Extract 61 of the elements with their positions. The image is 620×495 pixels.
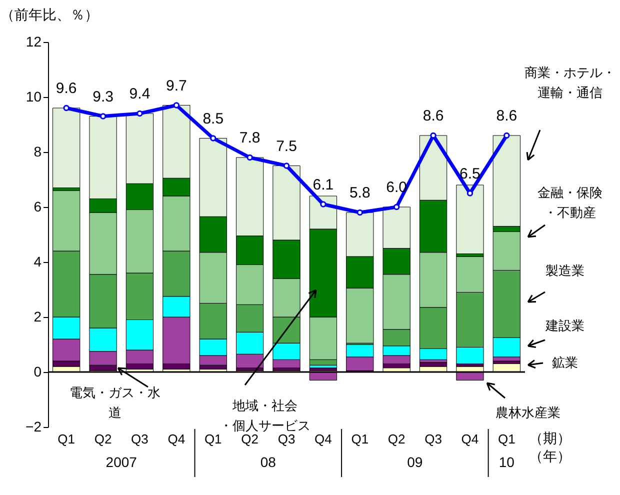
y-tick-label: 2	[34, 308, 42, 324]
text: 地域・社会・個人サービス	[220, 398, 310, 433]
data-label: 6.5	[460, 165, 480, 182]
x-tick-label: Q1	[351, 432, 369, 446]
point	[100, 113, 106, 120]
bar	[52, 108, 80, 188]
y-axis-title: （前年比、％）	[0, 6, 98, 22]
data-label: 9.4	[129, 86, 150, 102]
bar	[456, 184, 484, 254]
data-label: 9.3	[92, 88, 114, 106]
point	[210, 135, 216, 142]
text: 09	[407, 454, 423, 470]
x-tick-label: Q2	[241, 432, 258, 446]
text: （期）	[529, 430, 571, 446]
x-tick-label: Q3	[131, 432, 148, 446]
point	[136, 110, 143, 117]
y-tick-label: −2	[26, 418, 42, 434]
point	[283, 162, 290, 169]
point	[320, 201, 326, 208]
legend-label: 農林水産業	[496, 405, 560, 420]
x-tick-label: Q4	[168, 432, 186, 446]
y-tick-label: 6	[34, 198, 42, 214]
y-tick-label: 8	[34, 144, 42, 160]
legend-label: 電気・ガス・水道	[70, 385, 160, 420]
y-tick-label: 0	[34, 364, 42, 380]
x-tick-label: Q1	[204, 432, 222, 446]
x-tick-label: Q3	[424, 432, 442, 446]
data-label: 7.8	[239, 130, 260, 146]
point	[356, 209, 363, 216]
text: 商業・ホテル・運輸・通信	[524, 65, 616, 100]
y-tick-label: 4	[34, 254, 42, 270]
point	[173, 102, 180, 108]
data-label: 9.6	[56, 80, 77, 97]
text: 2007	[106, 454, 138, 470]
y-tick-label: 12	[26, 34, 42, 50]
x-tick-label: Q4	[314, 432, 332, 446]
data-label: 8.6	[422, 108, 444, 124]
series-label: 金融・保険・不動産	[538, 185, 602, 220]
point	[63, 104, 70, 112]
point	[393, 204, 400, 210]
data-label: 7.5	[276, 138, 297, 155]
text: 08	[260, 454, 276, 470]
series-label: 建設業	[544, 318, 584, 333]
y-tick-label: 10	[26, 88, 42, 104]
x-tick-label: Q1	[498, 432, 516, 446]
text: （年）	[529, 448, 571, 464]
data-label: 9.7	[166, 77, 187, 94]
point	[246, 154, 253, 161]
point	[504, 132, 510, 139]
x-tick-label: Q1	[58, 432, 76, 446]
data-label: 5.8	[349, 184, 370, 202]
data-label: 6.1	[312, 176, 334, 194]
text: 10	[498, 454, 515, 470]
data-label: 8.5	[202, 110, 224, 128]
x-tick-label: Q2	[94, 432, 112, 446]
x-tick-label: Q2	[388, 432, 406, 446]
series-label: 製造業	[546, 263, 584, 278]
data-label: 8.6	[496, 108, 518, 124]
text: 鉱業	[552, 355, 578, 370]
x-tick-label: Q3	[278, 432, 296, 446]
x-tick-label: Q4	[461, 432, 479, 446]
